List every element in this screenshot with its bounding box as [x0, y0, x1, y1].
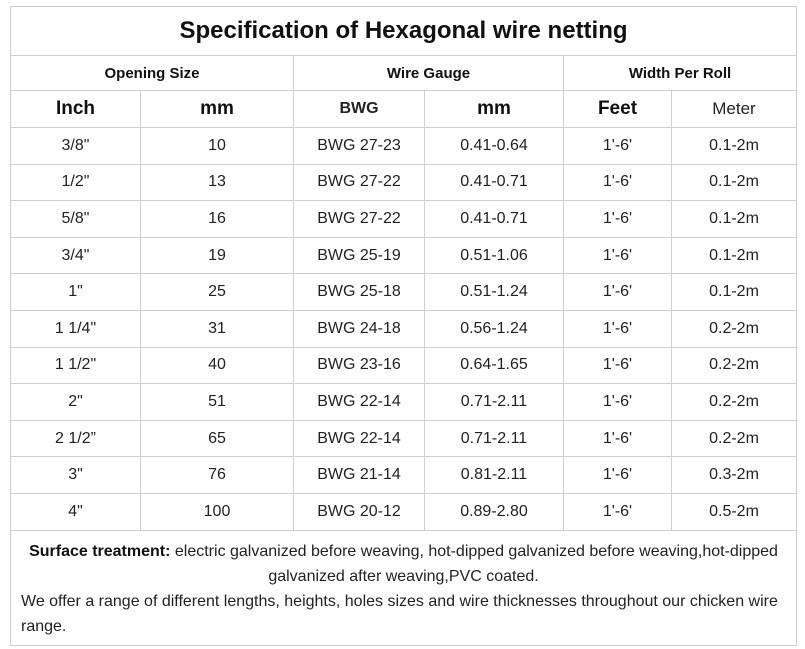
bwg-cell: BWG 22-14	[293, 383, 425, 421]
notes-row: Surface treatment: electric galvanized b…	[9, 529, 798, 646]
mm-cell: 40	[140, 346, 294, 385]
bwg-cell: BWG 21-14	[293, 456, 425, 494]
table-row: 1 1/2" 40 BWG 23-16 0.64-1.65 1'-6' 0.2-…	[10, 346, 798, 385]
inch-cell: 1 1/2"	[10, 346, 141, 385]
surface-treatment-text: electric galvanized before weaving, hot-…	[170, 542, 778, 585]
bwg-cell: BWG 27-22	[293, 163, 425, 202]
mm-cell: 31	[140, 309, 294, 348]
inch-cell: 4"	[10, 492, 141, 531]
bwg-cell: BWG 24-18	[293, 309, 425, 348]
mm-cell: 51	[140, 383, 294, 421]
inch-cell: 3/4"	[10, 236, 141, 275]
inch-cell: 3"	[10, 456, 141, 494]
table-row: 3" 76 BWG 21-14 0.81-2.11 1'-6' 0.3-2m	[10, 456, 798, 494]
inch-cell: 1"	[10, 273, 141, 311]
feet-header: Feet	[563, 90, 672, 128]
inch-cell: 2"	[10, 383, 141, 421]
mm-cell: 25	[140, 273, 294, 311]
offer-note: We offer a range of different lengths, h…	[21, 592, 778, 635]
wire-mm-cell: 0.56-1.24	[424, 309, 564, 348]
feet-cell: 1'-6'	[563, 419, 672, 458]
table-row: 1 1/4" 31 BWG 24-18 0.56-1.24 1'-6' 0.2-…	[10, 309, 798, 348]
meter-cell: 0.1-2m	[670, 200, 798, 238]
bwg-cell: BWG 25-19	[293, 236, 425, 275]
spec-table-container: Specification of Hexagonal wire netting …	[9, 6, 798, 646]
inch-cell: 3/8"	[10, 127, 141, 165]
meter-cell: 0.2-2m	[670, 309, 798, 348]
table-row: 5/8" 16 BWG 27-22 0.41-0.71 1'-6' 0.1-2m	[10, 200, 798, 238]
title-row: Specification of Hexagonal wire netting	[9, 6, 798, 56]
bwg-header: BWG	[293, 90, 425, 128]
wire-mm-cell: 0.81-2.11	[424, 456, 564, 494]
feet-cell: 1'-6'	[563, 273, 672, 311]
meter-cell: 0.2-2m	[670, 419, 798, 458]
inch-header: Inch	[10, 90, 141, 128]
sub-header-row: Inch mm BWG mm Feet Meter	[10, 90, 798, 128]
wire-mm-cell: 0.64-1.65	[424, 346, 564, 385]
bwg-cell: BWG 27-23	[293, 127, 425, 165]
meter-cell: 0.2-2m	[670, 346, 798, 385]
mm-cell: 10	[140, 127, 294, 165]
table-row: 4" 100 BWG 20-12 0.89-2.80 1'-6' 0.5-2m	[10, 492, 798, 531]
bwg-cell: BWG 20-12	[293, 492, 425, 531]
wire-mm-cell: 0.71-2.11	[424, 419, 564, 458]
wire-mm-cell: 0.51-1.06	[424, 236, 564, 275]
feet-cell: 1'-6'	[563, 456, 672, 494]
inch-cell: 1 1/4"	[10, 309, 141, 348]
wire-mm-header: mm	[424, 90, 564, 128]
feet-cell: 1'-6'	[563, 200, 672, 238]
table-row: 2 1/2” 65 BWG 22-14 0.71-2.11 1'-6' 0.2-…	[10, 419, 798, 458]
width-per-roll-header: Width Per Roll	[562, 55, 798, 91]
meter-cell: 0.1-2m	[670, 127, 798, 165]
meter-cell: 0.2-2m	[670, 383, 798, 421]
table-row: 2" 51 BWG 22-14 0.71-2.11 1'-6' 0.2-2m	[10, 383, 798, 421]
mm-cell: 76	[140, 456, 294, 494]
spec-table: Specification of Hexagonal wire netting …	[9, 6, 798, 646]
wire-mm-cell: 0.89-2.80	[424, 492, 564, 531]
wire-gauge-header: Wire Gauge	[293, 55, 564, 91]
table-title: Specification of Hexagonal wire netting	[9, 6, 798, 56]
feet-cell: 1'-6'	[563, 346, 672, 385]
bwg-cell: BWG 22-14	[293, 419, 425, 458]
surface-treatment-label: Surface treatment:	[29, 542, 171, 560]
wire-mm-cell: 0.51-1.24	[424, 273, 564, 311]
meter-cell: 0.5-2m	[670, 492, 798, 531]
notes-cell: Surface treatment: electric galvanized b…	[9, 529, 798, 646]
mm-cell: 65	[140, 419, 294, 458]
feet-cell: 1'-6'	[563, 309, 672, 348]
wire-mm-cell: 0.41-0.71	[424, 200, 564, 238]
mm-header: mm	[140, 90, 294, 128]
feet-cell: 1'-6'	[563, 236, 672, 275]
surface-treatment-note: Surface treatment: electric galvanized b…	[21, 539, 786, 589]
mm-cell: 19	[140, 236, 294, 275]
bwg-cell: BWG 23-16	[293, 346, 425, 385]
inch-cell: 5/8"	[10, 200, 141, 238]
inch-cell: 1/2"	[10, 163, 141, 202]
bwg-cell: BWG 27-22	[293, 200, 425, 238]
feet-cell: 1'-6'	[563, 383, 672, 421]
feet-cell: 1'-6'	[563, 127, 672, 165]
mm-cell: 16	[140, 200, 294, 238]
inch-cell: 2 1/2”	[10, 419, 141, 458]
opening-size-header: Opening Size	[10, 55, 294, 91]
meter-cell: 0.1-2m	[670, 236, 798, 275]
meter-header: Meter	[670, 90, 798, 128]
table-row: 3/8" 10 BWG 27-23 0.41-0.64 1'-6' 0.1-2m	[10, 127, 798, 165]
table-row: 3/4" 19 BWG 25-19 0.51-1.06 1'-6' 0.1-2m	[10, 236, 798, 275]
wire-mm-cell: 0.41-0.71	[424, 163, 564, 202]
meter-cell: 0.3-2m	[670, 456, 798, 494]
wire-mm-cell: 0.71-2.11	[424, 383, 564, 421]
meter-cell: 0.1-2m	[670, 273, 798, 311]
mm-cell: 100	[140, 492, 294, 531]
bwg-cell: BWG 25-18	[293, 273, 425, 311]
wire-mm-cell: 0.41-0.64	[424, 127, 564, 165]
feet-cell: 1'-6'	[563, 163, 672, 202]
feet-cell: 1'-6'	[563, 492, 672, 531]
group-header-row: Opening Size Wire Gauge Width Per Roll	[10, 55, 798, 91]
meter-cell: 0.1-2m	[670, 163, 798, 202]
table-row: 1/2" 13 BWG 27-22 0.41-0.71 1'-6' 0.1-2m	[10, 163, 798, 202]
mm-cell: 13	[140, 163, 294, 202]
table-row: 1" 25 BWG 25-18 0.51-1.24 1'-6' 0.1-2m	[10, 273, 798, 311]
